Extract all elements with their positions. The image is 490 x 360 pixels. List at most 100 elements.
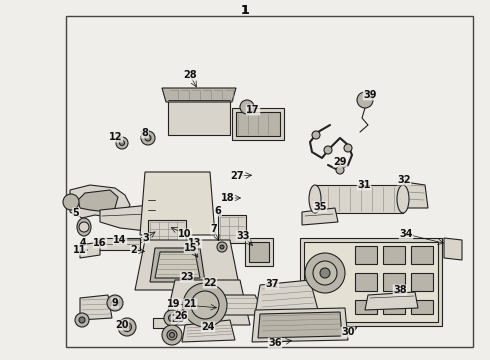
Text: 32: 32	[397, 175, 411, 185]
Ellipse shape	[309, 185, 321, 213]
Circle shape	[79, 222, 89, 232]
Circle shape	[240, 100, 254, 114]
Text: 11: 11	[73, 245, 87, 255]
Polygon shape	[252, 308, 348, 342]
Text: 7: 7	[211, 224, 218, 234]
Text: 25: 25	[171, 314, 185, 324]
Circle shape	[191, 291, 219, 319]
Text: 15: 15	[184, 243, 198, 253]
Bar	[355, 273, 377, 291]
Bar	[66, 16, 473, 347]
Bar	[383, 273, 405, 291]
Circle shape	[162, 325, 182, 345]
Text: 39: 39	[363, 90, 377, 100]
Bar	[411, 273, 433, 291]
Circle shape	[217, 242, 227, 252]
Circle shape	[122, 323, 131, 332]
Text: 19: 19	[167, 299, 181, 309]
Circle shape	[167, 330, 177, 340]
Text: 20: 20	[115, 320, 129, 330]
Circle shape	[63, 194, 79, 210]
Circle shape	[305, 253, 345, 293]
Text: 29: 29	[333, 157, 347, 167]
Bar	[153, 318, 168, 328]
Polygon shape	[150, 248, 205, 282]
Text: 27: 27	[230, 171, 244, 181]
Polygon shape	[140, 172, 215, 235]
Bar	[148, 220, 186, 250]
Polygon shape	[70, 185, 130, 218]
Circle shape	[320, 268, 330, 278]
Polygon shape	[155, 252, 200, 278]
Circle shape	[344, 144, 352, 152]
Circle shape	[107, 295, 123, 311]
Bar	[155, 175, 207, 230]
Polygon shape	[100, 205, 180, 232]
Circle shape	[324, 146, 332, 154]
Bar	[315, 185, 403, 213]
Bar	[245, 238, 273, 266]
Bar	[383, 300, 405, 314]
Circle shape	[313, 261, 337, 285]
Bar	[232, 108, 284, 140]
Bar	[411, 300, 433, 314]
Text: 1: 1	[241, 4, 249, 17]
Text: 36: 36	[268, 338, 282, 348]
Text: 6: 6	[215, 206, 221, 216]
Bar	[249, 242, 269, 262]
Text: 33: 33	[236, 231, 250, 241]
Polygon shape	[165, 280, 250, 325]
Text: 22: 22	[203, 278, 217, 288]
Text: 17: 17	[246, 105, 260, 115]
Polygon shape	[365, 292, 418, 310]
Polygon shape	[255, 280, 318, 315]
Circle shape	[112, 300, 119, 306]
Circle shape	[220, 245, 224, 249]
Circle shape	[79, 317, 85, 323]
Bar	[355, 246, 377, 264]
Polygon shape	[162, 88, 236, 102]
Text: 24: 24	[201, 322, 215, 332]
Circle shape	[75, 313, 89, 327]
Text: 4: 4	[80, 238, 86, 248]
Text: 31: 31	[357, 180, 371, 190]
Polygon shape	[302, 208, 338, 225]
Polygon shape	[78, 190, 118, 212]
Circle shape	[357, 92, 373, 108]
Polygon shape	[402, 182, 428, 208]
Bar	[218, 215, 246, 243]
Circle shape	[118, 318, 136, 336]
Circle shape	[164, 310, 180, 326]
Text: 28: 28	[183, 70, 197, 80]
Text: 34: 34	[399, 229, 413, 239]
Polygon shape	[258, 312, 342, 338]
Text: 35: 35	[313, 202, 327, 212]
Bar	[300, 238, 442, 326]
Circle shape	[183, 283, 227, 327]
Circle shape	[120, 140, 124, 145]
Circle shape	[170, 333, 174, 338]
Circle shape	[141, 131, 155, 145]
Text: 8: 8	[142, 128, 148, 138]
Text: 37: 37	[265, 279, 279, 289]
Text: 10: 10	[178, 229, 192, 239]
Ellipse shape	[397, 185, 409, 213]
Polygon shape	[80, 295, 112, 320]
Polygon shape	[99, 238, 140, 250]
Text: 30: 30	[341, 327, 355, 337]
Polygon shape	[168, 100, 230, 135]
Ellipse shape	[77, 218, 91, 236]
Text: 26: 26	[174, 311, 188, 321]
Circle shape	[312, 131, 320, 139]
Circle shape	[169, 315, 175, 321]
Text: 18: 18	[221, 193, 235, 203]
Text: 38: 38	[393, 285, 407, 295]
Circle shape	[336, 166, 344, 174]
Text: 21: 21	[183, 299, 197, 309]
Bar	[355, 300, 377, 314]
Text: 1: 1	[241, 4, 249, 17]
Circle shape	[116, 137, 128, 149]
Polygon shape	[182, 320, 235, 342]
Polygon shape	[80, 242, 100, 258]
Text: 12: 12	[109, 132, 123, 142]
